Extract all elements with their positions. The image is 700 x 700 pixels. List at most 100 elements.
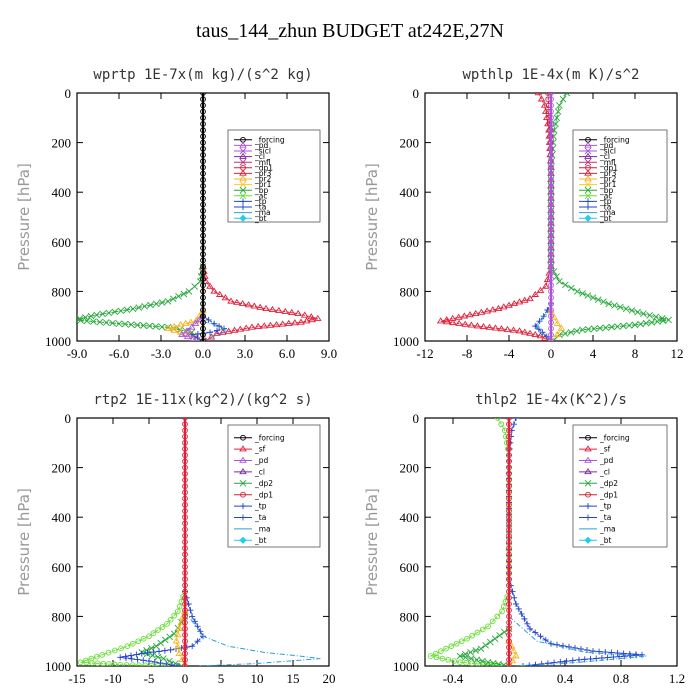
data-point	[302, 317, 311, 324]
data-point	[427, 653, 434, 659]
data-point	[159, 624, 166, 630]
data-point	[461, 650, 469, 658]
data-point	[197, 628, 204, 635]
data-point	[541, 282, 550, 289]
data-point	[461, 320, 470, 327]
data-point	[518, 610, 525, 617]
plot-frame	[424, 417, 678, 667]
data-point	[548, 331, 554, 338]
data-point	[560, 642, 566, 649]
data-point	[484, 658, 492, 666]
data-point	[506, 607, 512, 614]
legend-marker	[584, 175, 592, 182]
data-point	[233, 298, 241, 305]
data-point	[182, 520, 188, 527]
data-point	[448, 643, 455, 650]
data-point	[520, 296, 529, 303]
data-point	[562, 281, 569, 289]
y-tick-label: 1000	[45, 334, 71, 349]
data-point	[646, 311, 654, 319]
data-point	[122, 655, 129, 662]
legend-entry: _sf	[254, 445, 266, 454]
data-point	[182, 663, 188, 666]
x-tick-label: 9.0	[321, 346, 337, 361]
data-point	[548, 195, 554, 202]
series-line-dp1	[80, 591, 186, 666]
data-point	[148, 662, 155, 666]
legend-marker	[584, 214, 592, 222]
data-point	[200, 108, 206, 115]
x-tick-label: -8	[462, 346, 473, 361]
data-point	[291, 319, 299, 326]
data-point	[506, 576, 512, 583]
data-point	[163, 661, 170, 666]
data-point	[506, 582, 512, 589]
data-point	[540, 334, 549, 341]
data-point	[156, 648, 163, 655]
data-point	[182, 662, 188, 666]
legend-entry: _pr2	[254, 175, 272, 184]
data-point	[189, 643, 196, 650]
data-point	[182, 489, 188, 496]
data-point	[94, 660, 101, 666]
legend-entry: _ma	[599, 525, 616, 534]
data-point	[134, 321, 141, 329]
data-point	[545, 93, 551, 96]
data-point	[287, 308, 296, 315]
x-tick-label: 3.0	[237, 346, 253, 361]
data-point	[200, 93, 206, 96]
data-point	[596, 324, 604, 332]
data-point	[121, 320, 129, 328]
data-point	[506, 489, 512, 496]
data-point	[111, 308, 119, 316]
data-point	[181, 319, 190, 326]
data-point	[548, 139, 554, 146]
data-point	[513, 418, 519, 421]
data-point	[506, 619, 512, 626]
data-point	[531, 290, 540, 297]
x-tick-label: -4	[504, 346, 515, 361]
data-point	[77, 315, 84, 322]
data-point	[182, 613, 188, 620]
x-tick-label: 0	[182, 671, 189, 686]
data-point	[138, 650, 145, 657]
data-point	[157, 660, 164, 666]
data-point	[548, 214, 554, 220]
data-point	[200, 257, 206, 264]
data-point	[552, 120, 559, 128]
data-point	[207, 329, 213, 336]
legend-marker	[239, 147, 247, 155]
legend-entry: _bt	[254, 214, 267, 223]
data-point	[238, 299, 247, 307]
data-point	[194, 330, 201, 337]
data-point	[442, 316, 451, 323]
data-point	[182, 501, 188, 508]
data-point	[172, 637, 181, 644]
data-point	[182, 539, 188, 545]
legend-marker	[239, 181, 247, 188]
legend-entry: _dp1	[599, 490, 618, 499]
data-point	[548, 338, 554, 341]
data-point	[152, 642, 160, 650]
legend-entry: _tp	[254, 197, 267, 206]
legend-marker	[239, 456, 247, 463]
data-point	[182, 526, 188, 533]
data-point	[300, 311, 309, 318]
y-tick-label: 1000	[393, 334, 419, 349]
data-point	[467, 655, 475, 662]
chart-panel-1: wprtp 1E-7x(m kg)/(s^2 kg) Pressure [hPa]…	[15, 67, 337, 361]
legend-marker	[585, 198, 591, 205]
plot-frame	[76, 417, 330, 667]
data-point	[506, 433, 512, 440]
x-tick-label: 10	[251, 671, 264, 686]
data-point	[278, 320, 287, 327]
x-tick-label: 0.8	[613, 671, 629, 686]
data-point	[554, 108, 562, 115]
series-line-ma	[535, 308, 552, 341]
data-point	[462, 654, 469, 661]
data-point	[509, 588, 516, 595]
y-tick-label: 400	[52, 510, 72, 525]
data-point	[614, 323, 621, 330]
data-point	[443, 318, 451, 325]
data-point	[614, 649, 621, 656]
